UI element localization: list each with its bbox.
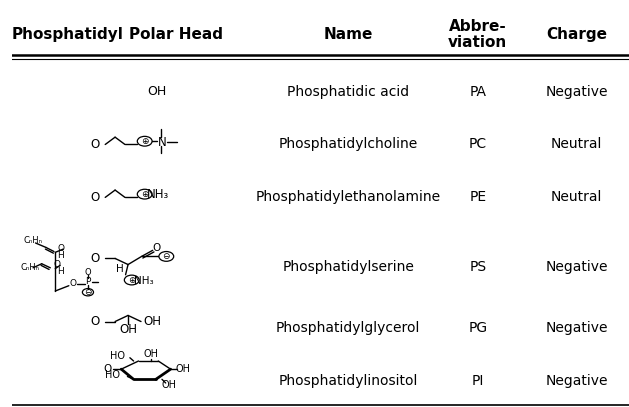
Text: H: H xyxy=(57,267,64,276)
Text: Negative: Negative xyxy=(545,85,608,98)
Text: PA: PA xyxy=(469,85,486,98)
Text: OH: OH xyxy=(143,315,161,328)
Text: O: O xyxy=(91,315,100,328)
Text: Polar Head: Polar Head xyxy=(128,27,223,42)
Text: CₙHₙ: CₙHₙ xyxy=(23,236,42,245)
Text: OH: OH xyxy=(119,323,137,336)
Text: O: O xyxy=(91,138,100,151)
Text: Phosphatidyl: Phosphatidyl xyxy=(12,27,123,42)
Text: NH₃: NH₃ xyxy=(147,188,169,201)
Text: ⊕: ⊕ xyxy=(141,190,148,199)
Text: PG: PG xyxy=(468,321,487,335)
Text: N: N xyxy=(158,136,166,149)
Text: OH: OH xyxy=(175,364,191,374)
Text: Charge: Charge xyxy=(546,27,607,42)
Text: NH₃: NH₃ xyxy=(134,276,154,286)
Text: PI: PI xyxy=(472,374,484,387)
Text: Phosphatidic acid: Phosphatidic acid xyxy=(287,85,409,98)
Text: OH: OH xyxy=(143,350,159,359)
Text: Neutral: Neutral xyxy=(551,138,602,151)
Text: P: P xyxy=(86,277,91,286)
Text: Neutral: Neutral xyxy=(551,190,602,204)
Text: Name: Name xyxy=(323,27,373,42)
Text: Phosphatidylglycerol: Phosphatidylglycerol xyxy=(276,321,420,335)
Text: O: O xyxy=(104,364,112,374)
Text: Phosphatidylethanolamine: Phosphatidylethanolamine xyxy=(256,190,441,204)
Text: PE: PE xyxy=(469,190,486,204)
Text: Phosphatidylinositol: Phosphatidylinositol xyxy=(279,374,418,387)
Text: ⊕: ⊕ xyxy=(128,276,135,284)
Text: ⊖: ⊖ xyxy=(162,252,170,261)
Text: HO: HO xyxy=(105,370,120,380)
Text: Phosphatidylserine: Phosphatidylserine xyxy=(282,260,415,274)
Text: Negative: Negative xyxy=(545,321,608,335)
Text: OH: OH xyxy=(162,381,177,390)
Text: CₙHₙ: CₙHₙ xyxy=(20,263,39,272)
Text: Phosphatidylcholine: Phosphatidylcholine xyxy=(279,138,418,151)
Text: OH: OH xyxy=(147,85,167,98)
Text: H: H xyxy=(116,265,123,274)
Text: O: O xyxy=(69,279,76,288)
Text: ⊕: ⊕ xyxy=(141,137,148,146)
Text: HO: HO xyxy=(110,351,125,361)
Text: Negative: Negative xyxy=(545,260,608,274)
Text: PC: PC xyxy=(469,138,487,151)
Text: O: O xyxy=(57,244,64,253)
Text: Negative: Negative xyxy=(545,374,608,387)
Text: O: O xyxy=(85,268,91,277)
Text: PS: PS xyxy=(469,260,486,274)
Text: H: H xyxy=(57,251,64,260)
Text: ⊖: ⊖ xyxy=(84,288,92,297)
Text: O: O xyxy=(91,252,100,265)
Text: O: O xyxy=(53,260,60,269)
Text: O: O xyxy=(91,191,100,204)
Text: viation: viation xyxy=(448,35,508,50)
Text: Abbre-: Abbre- xyxy=(449,19,507,34)
Text: O: O xyxy=(152,243,160,253)
